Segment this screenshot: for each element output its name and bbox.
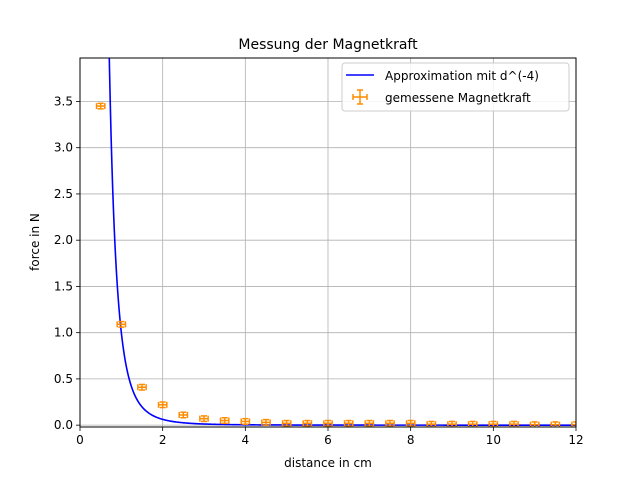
measurement-point	[199, 415, 209, 423]
x-tick-label: 12	[568, 433, 583, 447]
x-tick-label: 2	[159, 433, 167, 447]
legend: Approximation mit d^(-4) gemessene Magne…	[341, 62, 570, 112]
measurement-point	[488, 420, 499, 427]
measurement-point	[467, 420, 478, 427]
y-tick-label: 1.0	[54, 326, 73, 340]
x-tick-label: 6	[324, 433, 332, 447]
x-tick-label: 10	[486, 433, 501, 447]
y-axis-label: force in N	[28, 213, 42, 271]
measurement-point	[509, 420, 519, 427]
measurement-point	[302, 419, 313, 427]
measurement-point	[219, 417, 230, 425]
y-tick-label: 1.5	[54, 279, 73, 293]
measurement-point	[178, 411, 189, 419]
plot-area	[95, 58, 576, 427]
measurement-point	[447, 420, 457, 427]
x-axis: 0 2 4 6 8 10 12	[76, 427, 584, 447]
y-tick-label: 0.0	[54, 418, 73, 432]
y-tick-label: 2.0	[54, 233, 73, 247]
measurement-point	[426, 420, 437, 427]
measurement-point	[343, 419, 354, 427]
x-tick-label: 0	[76, 433, 84, 447]
measurement-point	[385, 419, 395, 427]
measurement-point	[281, 419, 292, 427]
y-tick-label: 3.0	[54, 141, 73, 155]
measurement-point	[240, 417, 251, 425]
errorbar-legend-icon	[352, 89, 368, 105]
measurement-point	[116, 320, 127, 328]
legend-label-approximation: Approximation mit d^(-4)	[385, 69, 539, 83]
y-tick-label: 0.5	[54, 372, 73, 386]
x-tick-label: 8	[407, 433, 415, 447]
x-tick-label: 4	[242, 433, 250, 447]
y-tick-label: 3.5	[54, 94, 73, 108]
measurement-point	[261, 418, 271, 426]
measurement-point	[323, 419, 333, 427]
measurement-point	[364, 419, 375, 427]
y-tick-label: 2.5	[54, 187, 73, 201]
measurement-point	[95, 102, 106, 110]
chart-title: Messung der Magnetkraft	[238, 37, 418, 53]
measurement-point	[137, 383, 147, 391]
x-axis-label: distance in cm	[284, 456, 372, 470]
y-axis: 0.0 0.5 1.0 1.5 2.0 2.5 3.0 3.5	[54, 94, 80, 432]
legend-label-measured: gemessene Magnetkraft	[385, 91, 531, 105]
measurement-point	[157, 401, 168, 409]
legend-box	[341, 62, 570, 112]
measurement-point	[405, 419, 416, 427]
grid	[79, 58, 577, 427]
